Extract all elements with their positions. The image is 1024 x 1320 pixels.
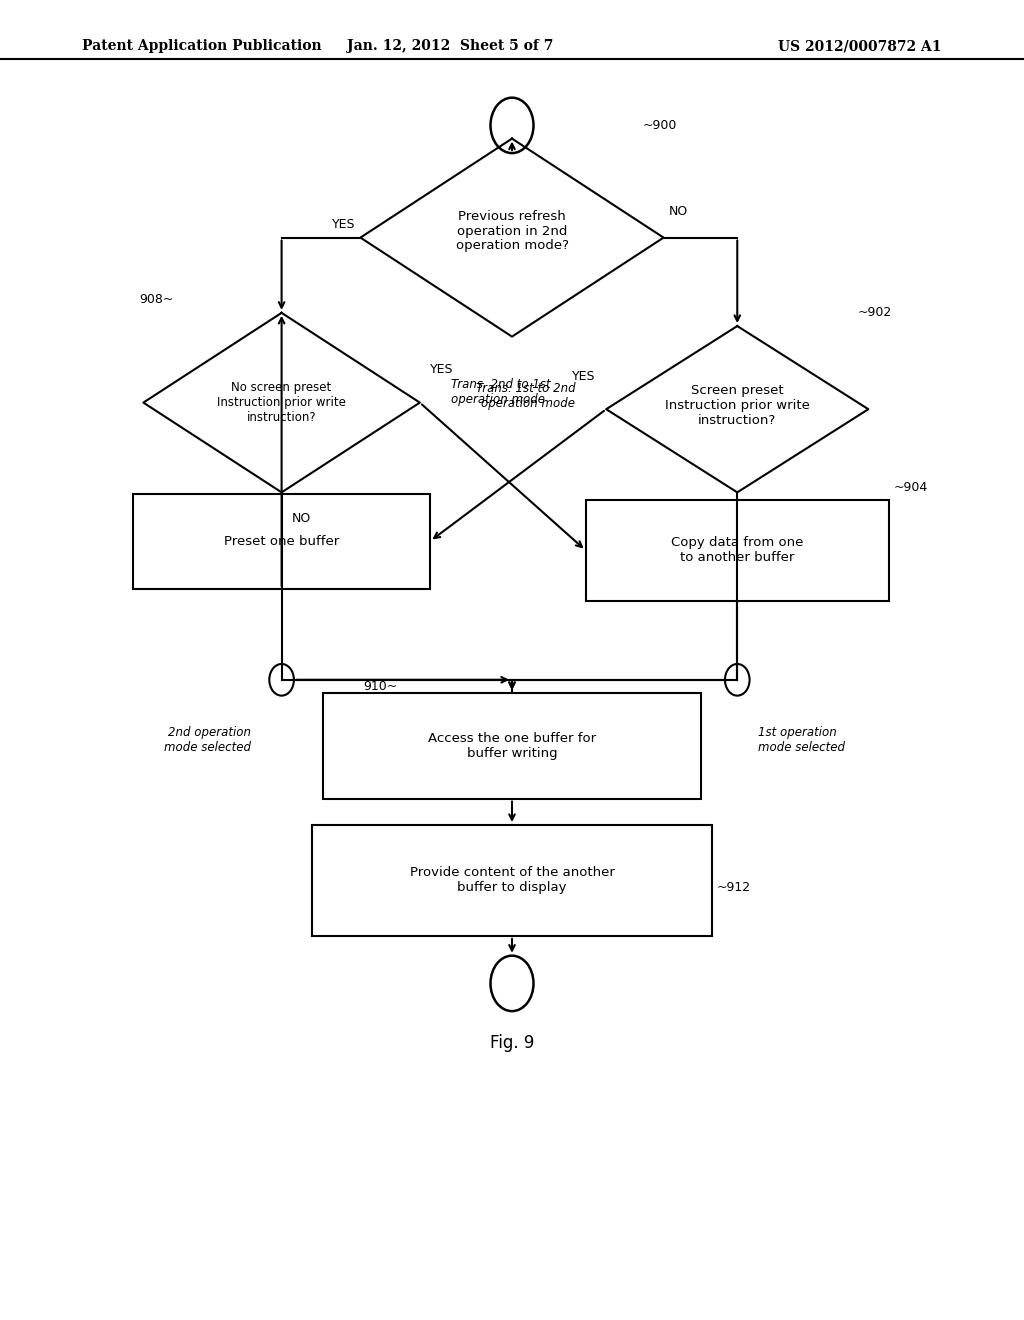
Text: Access the one buffer for
buffer writing: Access the one buffer for buffer writing (428, 731, 596, 760)
Text: 910~: 910~ (364, 680, 397, 693)
Bar (312, 825, 712, 936)
Text: YES: YES (572, 370, 596, 383)
Text: Jan. 12, 2012  Sheet 5 of 7: Jan. 12, 2012 Sheet 5 of 7 (347, 40, 554, 53)
Text: 2nd operation
mode selected: 2nd operation mode selected (164, 726, 251, 754)
Text: Copy data from one
to another buffer: Copy data from one to another buffer (671, 536, 804, 565)
Text: US 2012/0007872 A1: US 2012/0007872 A1 (778, 40, 942, 53)
Text: ~912: ~912 (717, 880, 751, 894)
Text: ~904: ~904 (894, 480, 928, 494)
Text: Patent Application Publication: Patent Application Publication (82, 40, 322, 53)
Text: NO: NO (669, 205, 688, 218)
Text: YES: YES (332, 218, 355, 231)
Text: No screen preset
Instruction prior write
instruction?: No screen preset Instruction prior write… (217, 381, 346, 424)
Text: Fig. 9: Fig. 9 (489, 1034, 535, 1052)
Text: 908~: 908~ (139, 293, 174, 306)
Bar (133, 494, 430, 589)
Text: Screen preset
Instruction prior write
instruction?: Screen preset Instruction prior write in… (665, 384, 810, 426)
Text: Preset one buffer: Preset one buffer (224, 535, 339, 548)
Bar (323, 693, 701, 799)
Text: NO: NO (292, 512, 311, 525)
Text: YES: YES (430, 363, 454, 376)
Text: Previous refresh
operation in 2nd
operation mode?: Previous refresh operation in 2nd operat… (456, 210, 568, 252)
Text: Trans. 1st to 2nd
operation mode: Trans. 1st to 2nd operation mode (476, 381, 575, 411)
Text: Provide content of the another
buffer to display: Provide content of the another buffer to… (410, 866, 614, 895)
Text: 1st operation
mode selected: 1st operation mode selected (758, 726, 845, 754)
Text: ~900: ~900 (643, 119, 678, 132)
Text: Trans. 2nd to 1st
operation mode: Trans. 2nd to 1st operation mode (451, 378, 550, 407)
Text: ~902: ~902 (858, 306, 892, 319)
Bar (586, 500, 889, 601)
